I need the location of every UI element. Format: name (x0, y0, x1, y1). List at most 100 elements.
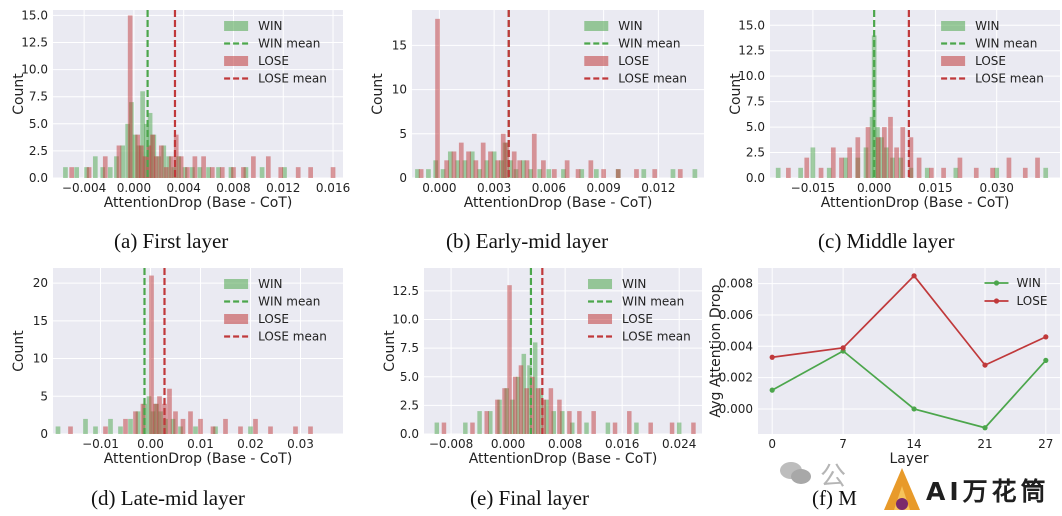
win-bar (520, 160, 526, 178)
legend-patch (224, 21, 249, 31)
lose-bar (551, 169, 557, 178)
win-bar (166, 156, 172, 178)
caption-mean-panel: (f) M (812, 486, 857, 510)
x-tick-label: −0.01 (82, 437, 119, 451)
x-tick-label: 0.006 (532, 181, 566, 195)
win-bar (190, 167, 195, 178)
win-bar (440, 169, 446, 178)
win-bar (477, 411, 482, 434)
y-tick-label: 10 (33, 352, 48, 366)
lose-bar (142, 156, 148, 178)
win-bar (107, 167, 113, 178)
x-tick-label: −0.008 (429, 437, 473, 451)
lose-bar (150, 134, 155, 178)
lose-bar (140, 403, 146, 434)
lose-bar (163, 167, 169, 178)
legend-marker (993, 298, 1000, 304)
series-point-lose (1043, 334, 1049, 340)
y-axis-label: Avg Attention Drop (708, 284, 724, 417)
lose-bar (265, 156, 271, 178)
win-bar (120, 145, 126, 178)
win-bar (455, 160, 460, 178)
y-tick-label: 0.0 (400, 427, 419, 441)
win-bar (146, 396, 152, 434)
legend-label: WIN mean (975, 37, 1037, 51)
win-bar (538, 388, 544, 434)
lose-bar (135, 134, 140, 178)
win-bar (676, 422, 682, 434)
lose-bar (133, 411, 138, 434)
lose-bar (488, 151, 493, 178)
lose-bar (466, 151, 471, 178)
win-bar (546, 169, 552, 178)
chart-panel-1: 0.0 2.5 5.0 7.5 10.0 12.5 15.0 −0.004 0.000 0.004… (11, 8, 350, 211)
lose-bar (524, 388, 529, 434)
x-tick-label: 0.008 (216, 181, 250, 195)
lose-bar (524, 160, 530, 178)
lose-bar (231, 167, 236, 178)
lose-bar (444, 160, 450, 178)
y-axis-label: Count (370, 73, 386, 115)
win-bar (243, 167, 249, 178)
legend-patch (224, 56, 249, 66)
win-bar (463, 422, 468, 434)
win-bar (537, 169, 543, 178)
lose-bar (173, 134, 179, 178)
watermark-left-text: 公 (820, 462, 847, 492)
win-bar (488, 411, 493, 434)
legend: WIN WIN mean LOSE LOSE mean (584, 19, 687, 86)
lose-bar (830, 147, 836, 178)
lose-bar (928, 167, 934, 178)
lose-bar (627, 411, 632, 434)
win-bar (692, 169, 698, 178)
lose-bar (511, 151, 517, 178)
lose-bar (268, 426, 273, 434)
lose-bar (888, 116, 893, 178)
lose-bar (495, 399, 500, 434)
chart-panel-3: 0.0 2.5 5.0 7.5 10.0 12.5 15.0 −0.015 0.000 0.015… (728, 10, 1060, 211)
win-bar (161, 145, 167, 178)
lose-bar (1006, 157, 1012, 178)
lose-bar (158, 145, 164, 178)
win-bar (798, 167, 803, 178)
x-tick-label: 0.015 (918, 181, 952, 195)
bars-group (63, 10, 336, 178)
x-tick-label: 0.000 (117, 181, 151, 195)
x-tick-label: 0.000 (422, 181, 456, 195)
win-bar (248, 426, 253, 434)
lose-bar (473, 160, 479, 178)
lose-bar (900, 127, 906, 178)
y-tick-label: 2.5 (400, 398, 419, 412)
lose-bar (531, 133, 537, 178)
win-bar (128, 418, 133, 434)
x-tick-label: 0.00 (137, 437, 164, 451)
win-bar (84, 167, 89, 178)
y-tick-label: 5 (40, 389, 48, 403)
lose-bar (180, 418, 186, 434)
win-bar (605, 422, 611, 434)
x-axis-label: AttentionDrop (Base - CoT) (469, 451, 658, 467)
win-bar (144, 123, 149, 178)
x-tick-label: 0.000 (857, 181, 891, 195)
win-bar (775, 167, 781, 178)
y-tick-label: 7.5 (29, 90, 48, 104)
y-tick-label: 0.0 (746, 171, 765, 185)
lose-bar (500, 133, 506, 178)
legend: WIN WIN mean LOSE LOSE mean (224, 277, 327, 344)
lose-bar (648, 422, 653, 434)
win-bar (74, 167, 79, 178)
lose-bar (308, 426, 313, 434)
win-bar (178, 426, 183, 434)
x-tick-label: 0.008 (548, 437, 582, 451)
win-bar (469, 151, 475, 178)
x-axis-label: Layer (889, 451, 928, 467)
lose-bar (116, 145, 122, 178)
lose-bar (86, 167, 92, 178)
lose-bar (847, 147, 852, 178)
y-tick-label: 0.002 (719, 371, 753, 385)
win-bar (259, 167, 265, 178)
legend-label: WIN (975, 19, 999, 33)
lose-bar (541, 399, 546, 434)
plot-area (53, 10, 343, 178)
